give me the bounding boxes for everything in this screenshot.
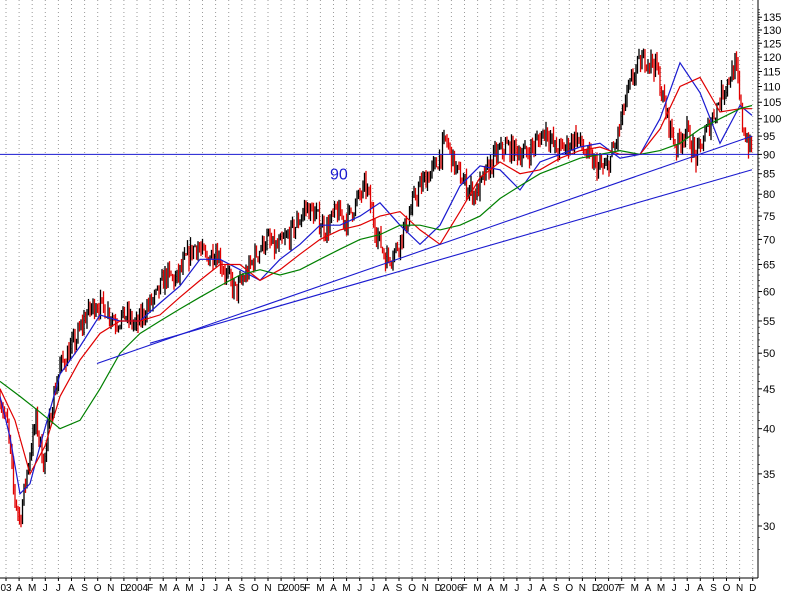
- x-tick-label: A: [540, 583, 547, 594]
- x-tick-label: A: [487, 583, 494, 594]
- x-tick-label: S: [81, 583, 88, 594]
- x-tick-label: D: [592, 583, 599, 594]
- x-tick-label: M: [28, 583, 36, 594]
- x-tick-label: M: [500, 583, 508, 594]
- x-tick-label: J: [213, 583, 218, 594]
- x-tick-label: A: [68, 583, 75, 594]
- y-tick-label: 45: [763, 384, 775, 396]
- x-tick-label: J: [357, 583, 362, 594]
- y-tick-label: 65: [763, 259, 775, 271]
- x-tick-label: M: [342, 583, 350, 594]
- y-tick-label: 55: [763, 316, 775, 328]
- y-tick-label: 95: [763, 131, 775, 143]
- y-tick-label: 115: [763, 66, 781, 78]
- ma-medium-line: [0, 76, 752, 476]
- x-tick-label: N: [107, 583, 114, 594]
- grid: [5, 0, 754, 578]
- x-tick-label: A: [645, 583, 652, 594]
- y-tick-label: 125: [763, 38, 781, 50]
- trend-line: [96, 135, 753, 365]
- x-tick-label: S: [396, 583, 403, 594]
- y-tick-label: 100: [763, 114, 781, 126]
- ma-short-line: [0, 61, 753, 496]
- x-tick-label: F: [147, 583, 153, 594]
- trend-lines: [0, 135, 758, 365]
- x-tick-label: M: [657, 583, 665, 594]
- x-tick-label: J: [43, 583, 48, 594]
- x-tick-label: J: [370, 583, 375, 594]
- horizontal-line-label: 90: [330, 166, 348, 183]
- x-tick-label: O: [723, 583, 731, 594]
- x-tick-label: N: [736, 583, 743, 594]
- x-tick-label: D: [435, 583, 442, 594]
- x-tick-label: S: [710, 583, 717, 594]
- x-tick-label: M: [159, 583, 167, 594]
- x-tick-label: 2004: [126, 583, 149, 594]
- y-tick-label: 70: [763, 234, 775, 246]
- y-tick-label: 110: [763, 82, 781, 94]
- x-tick-label: A: [697, 583, 704, 594]
- y-tick-label: 75: [763, 211, 775, 223]
- x-tick-label: D: [120, 583, 127, 594]
- x-tick-label: A: [383, 583, 390, 594]
- x-tick-label: A: [173, 583, 180, 594]
- price-bars: [0, 48, 753, 528]
- x-tick-label: J: [672, 583, 677, 594]
- y-tick-label: 40: [763, 424, 775, 436]
- x-tick-label: 03: [0, 583, 12, 594]
- x-tick-label: J: [528, 583, 533, 594]
- x-tick-label: J: [200, 583, 205, 594]
- x-tick-label: J: [685, 583, 690, 594]
- x-tick-label: O: [94, 583, 102, 594]
- y-tick-label: 30: [763, 521, 775, 533]
- x-tick-label: F: [304, 583, 310, 594]
- x-tick-label: M: [473, 583, 481, 594]
- y-tick-label: 85: [763, 169, 775, 181]
- axes: 30 35 40 45 50 55 60 65 70 75 80 85 90 95 100 105 110 115…: [0, 0, 781, 594]
- x-tick-label: S: [238, 583, 245, 594]
- x-tick-label: F: [619, 583, 625, 594]
- x-tick-label: 2007: [597, 583, 620, 594]
- trend-line: [149, 169, 753, 344]
- x-tick-label: 2006: [440, 583, 463, 594]
- x-tick-label: O: [251, 583, 259, 594]
- y-tick-label: 90: [763, 149, 775, 161]
- y-tick-label: 105: [763, 97, 781, 109]
- x-tick-label: N: [422, 583, 429, 594]
- x-tick-label: N: [579, 583, 586, 594]
- x-tick-label: D: [749, 583, 756, 594]
- x-tick-label: A: [225, 583, 232, 594]
- x-tick-label: S: [553, 583, 560, 594]
- y-tick-label: 50: [763, 348, 775, 360]
- x-tick-label: A: [16, 583, 23, 594]
- y-tick-label: 120: [763, 52, 781, 64]
- y-tick-label: 60: [763, 287, 775, 299]
- y-tick-label: 130: [763, 25, 781, 37]
- x-tick-label: M: [185, 583, 193, 594]
- x-tick-label: M: [316, 583, 324, 594]
- y-tick-label: 35: [763, 469, 775, 481]
- x-tick-label: J: [56, 583, 61, 594]
- x-tick-label: J: [514, 583, 519, 594]
- x-tick-label: O: [408, 583, 416, 594]
- x-tick-label: 2005: [283, 583, 306, 594]
- x-tick-label: M: [631, 583, 639, 594]
- y-tick-label: 135: [763, 12, 781, 24]
- ma-long-line: [0, 104, 753, 430]
- x-tick-label: N: [264, 583, 271, 594]
- x-tick-label: F: [461, 583, 467, 594]
- x-tick-label: D: [277, 583, 284, 594]
- x-tick-label: O: [565, 583, 573, 594]
- x-tick-label: A: [330, 583, 337, 594]
- y-tick-label: 80: [763, 189, 775, 201]
